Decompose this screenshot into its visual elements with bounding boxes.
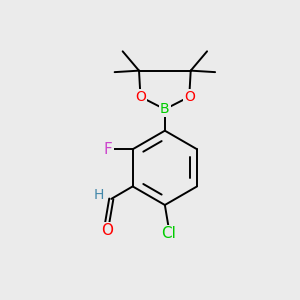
Text: Cl: Cl (161, 226, 176, 241)
Text: O: O (184, 90, 195, 104)
Text: F: F (104, 142, 113, 157)
Text: O: O (135, 90, 146, 104)
Text: B: B (160, 102, 170, 116)
Text: H: H (94, 188, 104, 202)
Text: O: O (101, 224, 113, 238)
